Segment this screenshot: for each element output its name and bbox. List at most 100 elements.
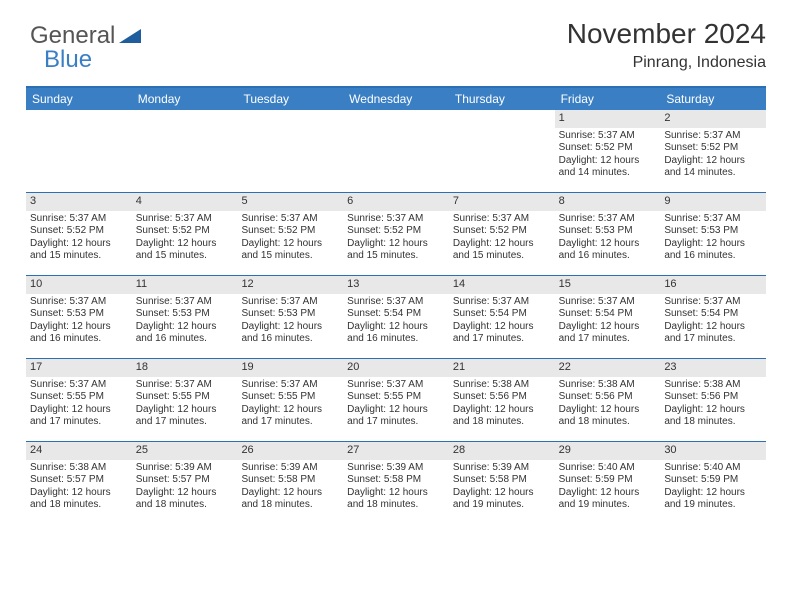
sunrise-text: Sunrise: 5:37 AM: [559, 213, 657, 226]
sunrise-text: Sunrise: 5:37 AM: [559, 130, 657, 143]
sunset-text: Sunset: 5:52 PM: [664, 142, 762, 155]
day-cell: 3Sunrise: 5:37 AMSunset: 5:52 PMDaylight…: [26, 193, 132, 275]
day-cell: 27Sunrise: 5:39 AMSunset: 5:58 PMDayligh…: [343, 442, 449, 524]
daylight1-text: Daylight: 12 hours: [559, 404, 657, 417]
location: Pinrang, Indonesia: [26, 54, 766, 72]
daylight1-text: Daylight: 12 hours: [453, 404, 551, 417]
daylight2-text: and 17 minutes.: [664, 333, 762, 346]
sunrise-text: Sunrise: 5:37 AM: [136, 379, 234, 392]
day-cell: [343, 110, 449, 192]
date-number: 4: [132, 193, 238, 211]
sunrise-text: Sunrise: 5:37 AM: [241, 213, 339, 226]
sunrise-text: Sunrise: 5:37 AM: [664, 296, 762, 309]
sunrise-text: Sunrise: 5:37 AM: [136, 213, 234, 226]
date-number: 8: [555, 193, 661, 211]
date-number: 7: [449, 193, 555, 211]
day-cell: 11Sunrise: 5:37 AMSunset: 5:53 PMDayligh…: [132, 276, 238, 358]
daylight1-text: Daylight: 12 hours: [559, 155, 657, 168]
daylight1-text: Daylight: 12 hours: [136, 487, 234, 500]
date-number: 27: [343, 442, 449, 460]
daylight1-text: Daylight: 12 hours: [559, 487, 657, 500]
calendar: SundayMondayTuesdayWednesdayThursdayFrid…: [26, 86, 766, 524]
daylight2-text: and 19 minutes.: [453, 499, 551, 512]
sunset-text: Sunset: 5:52 PM: [136, 225, 234, 238]
date-number: 30: [660, 442, 766, 460]
day-cell: 9Sunrise: 5:37 AMSunset: 5:53 PMDaylight…: [660, 193, 766, 275]
daylight2-text: and 15 minutes.: [241, 250, 339, 263]
day-cell: 10Sunrise: 5:37 AMSunset: 5:53 PMDayligh…: [26, 276, 132, 358]
day-cell: 1Sunrise: 5:37 AMSunset: 5:52 PMDaylight…: [555, 110, 661, 192]
day-cell: 30 Sunrise: 5:40 AMSunset: 5:59 PMDayligh…: [660, 442, 766, 524]
daylight2-text: and 14 minutes.: [559, 167, 657, 180]
date-number: 26: [237, 442, 343, 460]
sunrise-text: Sunrise: 5:38 AM: [664, 379, 762, 392]
day-cell: [237, 110, 343, 192]
daylight1-text: Daylight: 12 hours: [453, 487, 551, 500]
daylight2-text: and 19 minutes.: [559, 499, 657, 512]
daylight2-text: and 18 minutes.: [347, 499, 445, 512]
day-cell: 23Sunrise: 5:38 AMSunset: 5:56 PMDayligh…: [660, 359, 766, 441]
daylight1-text: Daylight: 12 hours: [30, 487, 128, 500]
date-number: 13: [343, 276, 449, 294]
daylight2-text: and 19 minutes.: [664, 499, 762, 512]
sunrise-text: Sunrise: 5:37 AM: [30, 296, 128, 309]
logo-triangle-icon: [119, 27, 141, 48]
day-header: Monday: [132, 88, 238, 110]
day-header: Sunday: [26, 88, 132, 110]
daylight2-text: and 16 minutes.: [30, 333, 128, 346]
sunrise-text: Sunrise: 5:39 AM: [347, 462, 445, 475]
sunset-text: Sunset: 5:55 PM: [347, 391, 445, 404]
sunset-text: Sunset: 5:54 PM: [664, 308, 762, 321]
day-cell: 12Sunrise: 5:37 AMSunset: 5:53 PMDayligh…: [237, 276, 343, 358]
daylight1-text: Daylight: 12 hours: [241, 404, 339, 417]
sunset-text: Sunset: 5:56 PM: [664, 391, 762, 404]
daylight1-text: Daylight: 12 hours: [30, 321, 128, 334]
daylight1-text: Daylight: 12 hours: [241, 321, 339, 334]
day-header: Wednesday: [343, 88, 449, 110]
daylight1-text: Daylight: 12 hours: [559, 238, 657, 251]
logo-word2: Blue: [44, 46, 92, 74]
daylight2-text: and 18 minutes.: [664, 416, 762, 429]
day-cell: 21Sunrise: 5:38 AMSunset: 5:56 PMDayligh…: [449, 359, 555, 441]
date-number: 17: [26, 359, 132, 377]
day-header: Friday: [555, 88, 661, 110]
daylight1-text: Daylight: 12 hours: [664, 487, 762, 500]
daylight2-text: and 16 minutes.: [241, 333, 339, 346]
date-number: 9: [660, 193, 766, 211]
daylight1-text: Daylight: 12 hours: [664, 238, 762, 251]
sunset-text: Sunset: 5:55 PM: [136, 391, 234, 404]
daylight2-text: and 15 minutes.: [30, 250, 128, 263]
sunset-text: Sunset: 5:54 PM: [559, 308, 657, 321]
sunrise-text: Sunrise: 5:40 AM: [664, 462, 762, 475]
daylight2-text: and 17 minutes.: [241, 416, 339, 429]
date-number: 14: [449, 276, 555, 294]
sunset-text: Sunset: 5:55 PM: [241, 391, 339, 404]
sunset-text: Sunset: 5:57 PM: [30, 474, 128, 487]
sunrise-text: Sunrise: 5:37 AM: [559, 296, 657, 309]
sunset-text: Sunset: 5:58 PM: [347, 474, 445, 487]
day-cell: 15Sunrise: 5:37 AMSunset: 5:54 PMDayligh…: [555, 276, 661, 358]
sunset-text: Sunset: 5:59 PM: [664, 474, 762, 487]
day-cell: 2Sunrise: 5:37 AMSunset: 5:52 PMDaylight…: [660, 110, 766, 192]
day-cell: 5Sunrise: 5:37 AMSunset: 5:52 PMDaylight…: [237, 193, 343, 275]
sunrise-text: Sunrise: 5:38 AM: [559, 379, 657, 392]
day-cell: 28Sunrise: 5:39 AMSunset: 5:58 PMDayligh…: [449, 442, 555, 524]
day-cell: 16Sunrise: 5:37 AMSunset: 5:54 PMDayligh…: [660, 276, 766, 358]
sunset-text: Sunset: 5:53 PM: [559, 225, 657, 238]
date-number: 19: [237, 359, 343, 377]
day-cell: 24Sunrise: 5:38 AMSunset: 5:57 PMDayligh…: [26, 442, 132, 524]
week-row: 17Sunrise: 5:37 AMSunset: 5:55 PMDayligh…: [26, 358, 766, 441]
day-cell: 25Sunrise: 5:39 AMSunset: 5:57 PMDayligh…: [132, 442, 238, 524]
daylight1-text: Daylight: 12 hours: [30, 404, 128, 417]
sunset-text: Sunset: 5:58 PM: [241, 474, 339, 487]
daylight2-text: and 17 minutes.: [559, 333, 657, 346]
daylight2-text: and 18 minutes.: [136, 499, 234, 512]
day-cell: [26, 110, 132, 192]
date-number: 11: [132, 276, 238, 294]
daylight2-text: and 17 minutes.: [453, 333, 551, 346]
date-number: 10: [26, 276, 132, 294]
date-number: 15: [555, 276, 661, 294]
date-number: 2: [660, 110, 766, 128]
daylight2-text: and 17 minutes.: [136, 416, 234, 429]
daylight1-text: Daylight: 12 hours: [664, 404, 762, 417]
